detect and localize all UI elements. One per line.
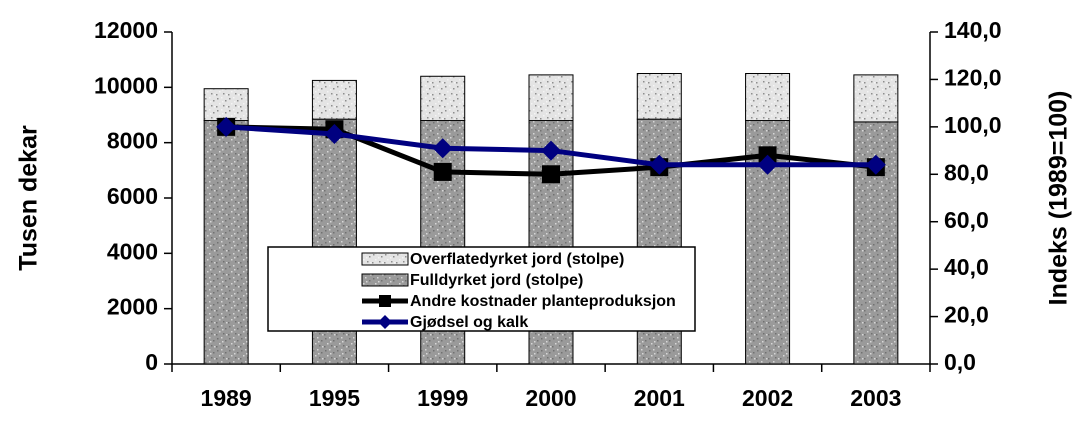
y-tick-label: 12000 [94, 17, 158, 43]
x-tick-label: 2001 [634, 385, 685, 411]
x-tick-label: 1995 [309, 385, 360, 411]
marker [757, 154, 778, 175]
bar [853, 74, 899, 123]
x-tick-label: 2003 [850, 385, 901, 411]
legend-box [267, 246, 696, 332]
marker [324, 123, 345, 144]
x-tick-label: 1989 [201, 385, 252, 411]
bar [745, 73, 791, 122]
y2-tick-label: 140,0 [944, 17, 1002, 43]
y2-tick-label: 100,0 [944, 112, 1002, 138]
marker [432, 138, 453, 159]
marker [433, 162, 452, 181]
legend-label: Overflatedyrket jord (stolpe) [410, 251, 624, 268]
bar [636, 73, 682, 120]
y-tick-label: 8000 [107, 128, 158, 154]
bar [311, 79, 357, 120]
y2-tick-label: 120,0 [944, 65, 1002, 91]
y-axis-title: Tusen dekar [15, 125, 43, 271]
legend-label: Andre kostnader planteproduksjon [410, 293, 676, 310]
y2-tick-label: 20,0 [944, 302, 989, 328]
marker [542, 165, 560, 184]
bar [203, 88, 249, 122]
y-tick-label: 10000 [94, 72, 158, 98]
y-tick-label: 2000 [107, 294, 158, 320]
legend-marker [379, 295, 391, 307]
marker [216, 116, 237, 137]
legend-label: Fulldyrket jord (stolpe) [410, 272, 583, 289]
y2-tick-label: 0,0 [944, 349, 976, 375]
x-tick-label: 1999 [417, 385, 468, 411]
x-tick-label: 2000 [525, 385, 576, 411]
bar [420, 75, 466, 122]
marker [649, 154, 670, 175]
legend-swatch [361, 252, 409, 266]
y2-tick-label: 60,0 [944, 207, 989, 233]
marker [865, 154, 886, 175]
marker [541, 140, 561, 161]
y-tick-label: 0 [145, 349, 158, 375]
y-tick-label: 4000 [107, 238, 158, 264]
legend-marker [378, 315, 392, 329]
y2-tick-label: 80,0 [944, 159, 989, 185]
y-tick-label: 6000 [107, 183, 158, 209]
legend-swatch [361, 273, 409, 287]
x-tick-label: 2002 [742, 385, 793, 411]
y2-tick-label: 40,0 [944, 254, 989, 280]
bar [203, 120, 249, 365]
y2-axis-title: Indeks (1989=100) [1045, 91, 1073, 306]
legend-label: Gjødsel og kalk [410, 314, 528, 331]
bar [528, 74, 574, 122]
